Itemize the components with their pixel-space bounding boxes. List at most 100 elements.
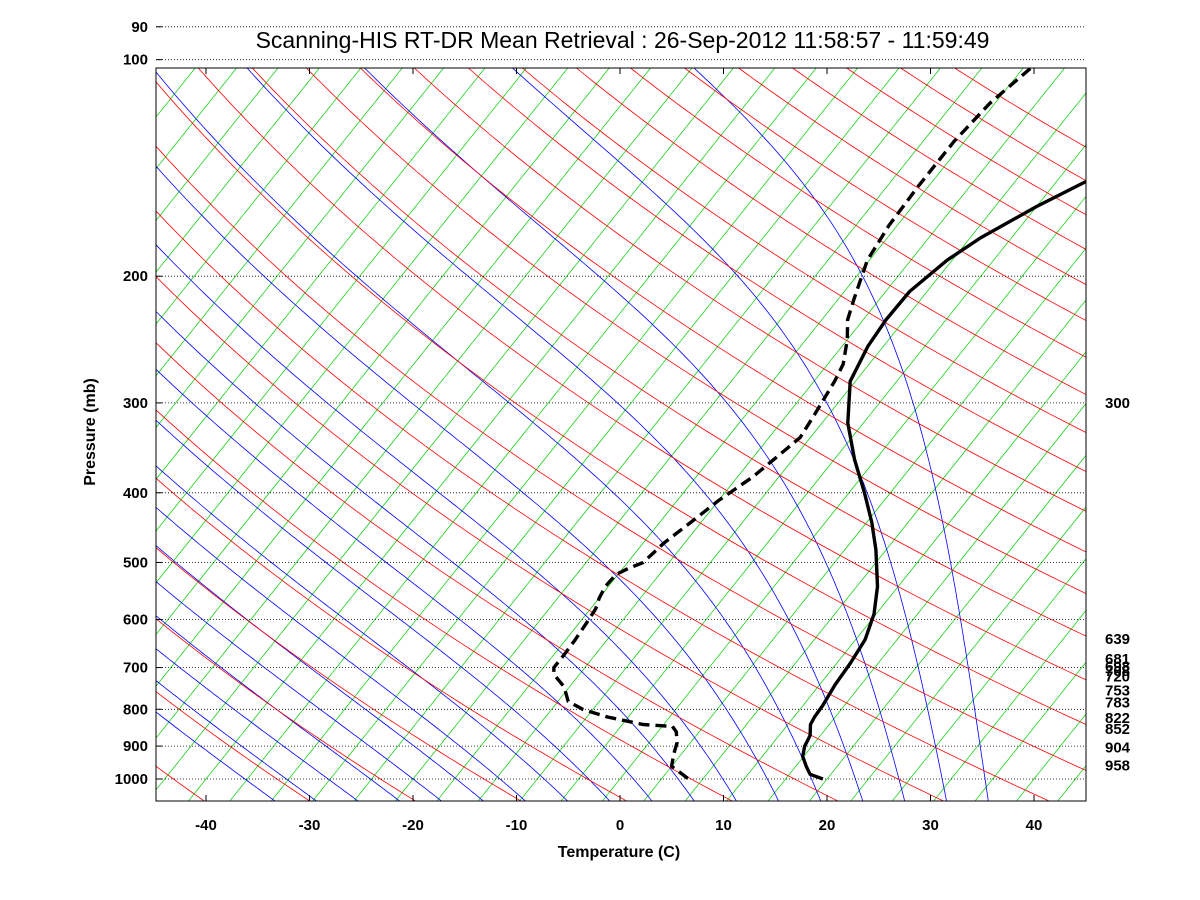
x-tick-label: -30 xyxy=(299,817,321,834)
plot-frame xyxy=(155,67,1087,802)
right-pressure-label: 639 xyxy=(1105,631,1130,648)
x-tick-label: 0 xyxy=(616,817,624,834)
mixing-ratio-line xyxy=(0,0,386,809)
right-pressure-label: 753 xyxy=(1105,682,1130,699)
mixing-ratio-line xyxy=(156,68,693,739)
dry-adiabat-line xyxy=(156,210,1051,801)
y-tick-label: 1000 xyxy=(115,771,148,788)
mixing-ratio-line xyxy=(156,68,445,429)
mixing-ratio-line xyxy=(0,0,220,809)
moist-adiabat-line xyxy=(156,368,653,801)
mixing-ratio-line xyxy=(156,68,734,791)
moist-adiabat-line xyxy=(156,419,611,801)
mixing-ratio-line xyxy=(436,68,1024,801)
dry-adiabat-line xyxy=(467,68,1086,472)
mixing-ratio-line xyxy=(312,68,900,801)
moist-adiabat-line xyxy=(156,680,318,801)
x-tick-label: 20 xyxy=(819,817,836,834)
temperature-profile-line xyxy=(801,179,1086,781)
mixing-ratio-line xyxy=(156,68,403,377)
y-tick-label: 900 xyxy=(123,738,148,755)
mixing-ratio-line xyxy=(726,351,1086,801)
y-tick-label: 200 xyxy=(123,268,148,285)
dry-adiabat-line xyxy=(251,68,1086,637)
moist-adiabat-line xyxy=(156,465,569,801)
dry-adiabat-line xyxy=(521,68,1086,434)
x-tick-label: 10 xyxy=(715,817,732,834)
right-pressure-label: 720 xyxy=(1105,668,1130,685)
y-tick-label: 500 xyxy=(123,555,148,572)
mixing-ratio-line xyxy=(270,68,859,801)
dewpoint-profile-line xyxy=(552,68,1034,780)
moist-adiabat-line xyxy=(511,68,947,801)
dry-adiabat-line xyxy=(629,68,1086,358)
moist-adiabat-line xyxy=(246,68,864,801)
moist-adiabat-line xyxy=(156,545,484,801)
dry-adiabat-line xyxy=(156,145,1086,771)
moist-adiabat-line xyxy=(156,615,401,801)
dry-adiabat-line xyxy=(359,68,1086,553)
moist-adiabat-line xyxy=(156,648,359,801)
mixing-ratio-line xyxy=(156,68,238,170)
dry-adiabat-line xyxy=(156,765,205,801)
mixing-ratio-line xyxy=(156,68,527,532)
y-tick-label: 800 xyxy=(123,701,148,718)
dry-adiabat-line xyxy=(156,618,417,801)
dry-adiabat-line xyxy=(156,409,734,801)
chart-title: Scanning-HIS RT-DR Mean Retrieval : 26-S… xyxy=(255,27,990,53)
mixing-ratio-line xyxy=(808,454,1086,801)
moist-adiabat-line xyxy=(156,71,822,801)
x-tick-label: -20 xyxy=(402,817,424,834)
dry-adiabat-line xyxy=(305,68,1086,594)
dry-adiabat-line xyxy=(737,68,1086,286)
right-pressure-label: 852 xyxy=(1105,721,1130,738)
moist-adiabat-line xyxy=(693,68,989,801)
mixing-ratio-line xyxy=(850,506,1086,801)
mixing-ratio-line xyxy=(477,68,1066,801)
dry-adiabat-line xyxy=(156,547,522,801)
right-pressure-label: 783 xyxy=(1105,695,1130,712)
x-axis-label: Temperature (C) xyxy=(558,844,680,861)
mixing-ratio-line xyxy=(156,68,362,325)
y-tick-label: 600 xyxy=(123,611,148,628)
y-tick-label: 700 xyxy=(123,660,148,677)
mixing-ratio-line xyxy=(394,68,983,801)
x-tick-label: 30 xyxy=(922,817,939,834)
x-tick-label: 40 xyxy=(1026,817,1043,834)
dry-adiabat-line xyxy=(156,81,1086,725)
mixing-ratio-line xyxy=(229,68,817,801)
right-pressure-label: 300 xyxy=(1105,395,1130,412)
moist-adiabat-line xyxy=(156,711,276,801)
x-tick-label: -10 xyxy=(506,817,528,834)
y-tick-label: 90 xyxy=(131,19,148,36)
mixing-ratio-line xyxy=(933,609,1086,801)
mixing-ratio-line xyxy=(156,68,652,687)
moist-adiabat-line xyxy=(156,310,695,801)
dry-adiabat-line xyxy=(156,342,839,801)
mixing-ratio-line xyxy=(684,299,1086,801)
y-tick-label: 300 xyxy=(123,395,148,412)
y-tick-label: 400 xyxy=(123,485,148,502)
mixing-ratio-line xyxy=(156,68,610,635)
profile-series xyxy=(552,68,1086,781)
right-pressure-label: 822 xyxy=(1105,710,1130,727)
right-pressure-label: 698 xyxy=(1105,659,1130,676)
dry-adiabat-line xyxy=(683,68,1086,321)
mixing-ratio-line xyxy=(187,68,776,801)
y-axis-label: Pressure (mb) xyxy=(82,378,99,486)
mixing-ratio-line xyxy=(1134,0,1200,809)
moist-adiabat-line xyxy=(156,506,527,801)
mixing-ratio-line xyxy=(156,68,196,118)
y-tick-label: 100 xyxy=(123,52,148,69)
mixing-ratio-line xyxy=(643,247,1086,801)
right-pressure-label: 904 xyxy=(1105,740,1131,757)
mixing-ratio-line xyxy=(560,144,1086,801)
x-tick-label: -40 xyxy=(195,817,217,834)
dry-adiabat-line xyxy=(899,68,1086,182)
moist-adiabat-line xyxy=(364,68,906,801)
right-pressure-label: 681 xyxy=(1105,651,1130,668)
dry-adiabat-line xyxy=(156,691,311,801)
pressure-gridlines xyxy=(156,26,1086,780)
dry-adiabat-line xyxy=(156,477,628,801)
